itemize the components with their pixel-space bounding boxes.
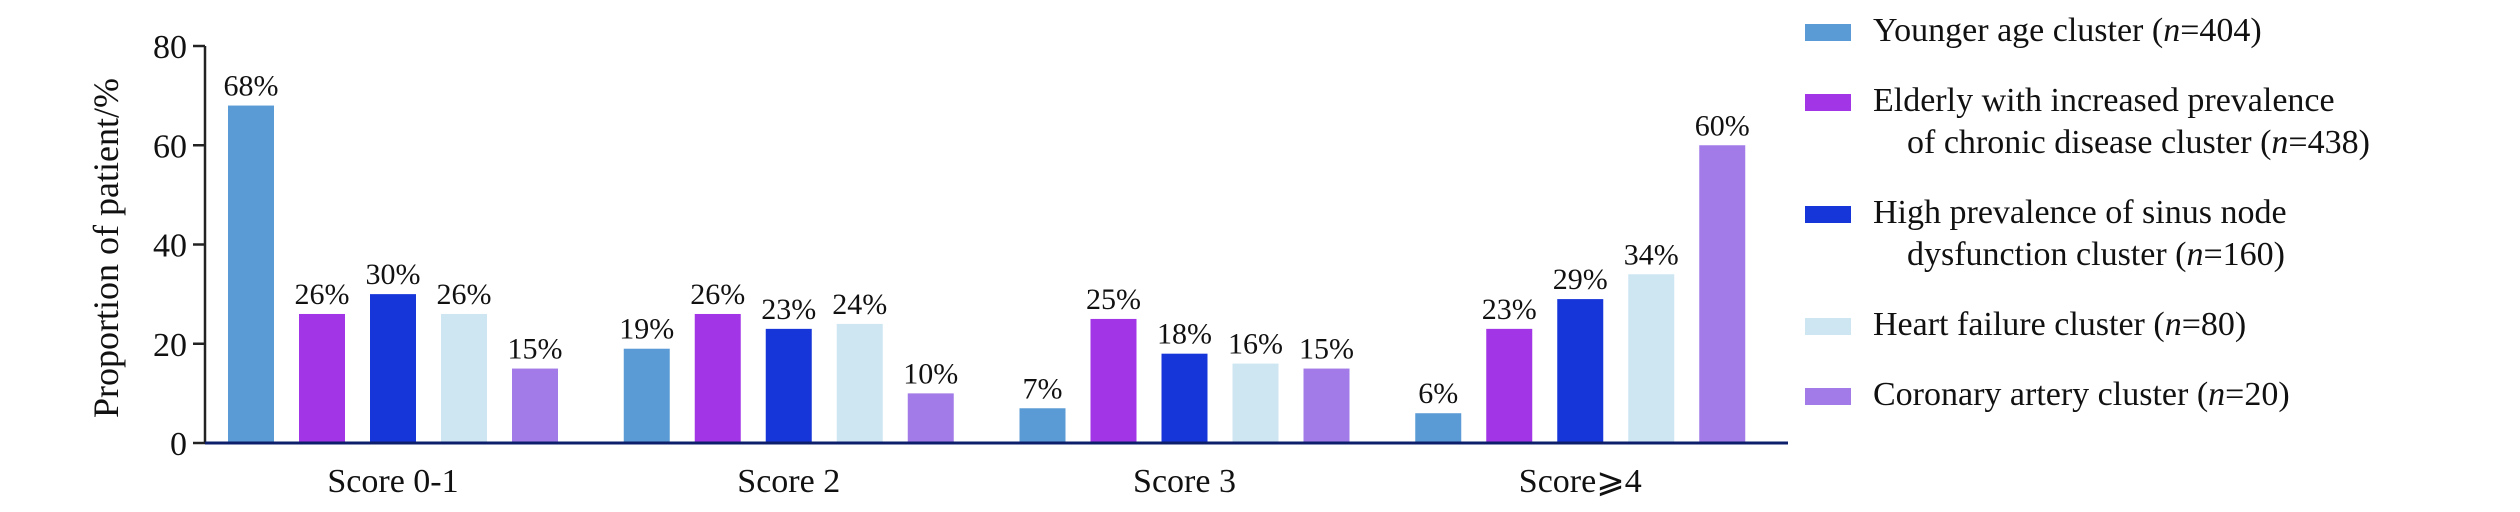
bar-value-label: 26%: [295, 278, 350, 311]
bar-value-label: 26%: [437, 278, 492, 311]
bar-value-label: 24%: [832, 288, 887, 321]
bar: [1699, 145, 1746, 443]
legend-swatch: [1805, 388, 1851, 405]
x-tick-label: Score⩾4: [1519, 463, 1642, 500]
bar-value-label: 10%: [903, 357, 958, 390]
bars: [228, 105, 1746, 444]
bar-value-label: 18%: [1157, 318, 1212, 351]
bar: [1019, 408, 1066, 443]
bar-value-label: 68%: [224, 70, 279, 103]
bar-value-label: 6%: [1418, 377, 1458, 410]
bar: [441, 313, 487, 443]
legend-label: Heart failure cluster (n=80): [1873, 306, 2247, 343]
bar: [1486, 328, 1533, 443]
x-tick-label: Score 2: [737, 463, 840, 500]
bar-value-label: 16%: [1228, 328, 1283, 361]
legend-swatch: [1805, 24, 1851, 41]
bar-value-label: 29%: [1553, 263, 1608, 296]
y-tick-label: 20: [153, 327, 187, 364]
bar: [228, 105, 274, 444]
bar-value-label: 26%: [690, 278, 745, 311]
bar-value-labels: 68% 26% 30% 26% 15% 19% 26% 23% 24% 10% 7% 25% 18% 16…: [224, 70, 1750, 411]
bar-value-label: 30%: [366, 258, 421, 291]
bar: [1161, 353, 1208, 443]
legend-label-continuation: dysfunction cluster (n=160): [1907, 236, 2285, 273]
y-axis-label: Proportion of patient/%: [86, 78, 126, 418]
legend-swatch: [1805, 206, 1851, 223]
y-tick-label: 40: [153, 228, 187, 265]
bar: [370, 294, 416, 443]
legend-item: High prevalence of sinus node dysfunction…: [1805, 192, 2515, 276]
legend-item: Heart failure cluster (n=80): [1805, 304, 2515, 346]
x-tick-label: Score 0-1: [327, 463, 458, 500]
bar-value-label: 15%: [508, 333, 563, 366]
legend: Younger age cluster (n=404) Elderly with …: [1805, 10, 2515, 444]
bar: [836, 323, 883, 443]
legend-swatch: [1805, 94, 1851, 111]
legend-label: High prevalence of sinus node: [1873, 194, 2287, 231]
x-tick-label: Score 3: [1133, 463, 1236, 500]
y-tick-label: 0: [170, 426, 187, 463]
bar: [299, 313, 345, 443]
bar: [907, 393, 954, 443]
legend-label: Coronary artery cluster (n=20): [1873, 376, 2290, 413]
bar: [1090, 318, 1137, 443]
bar-value-label: 25%: [1086, 283, 1141, 316]
bar-value-label: 7%: [1023, 372, 1063, 405]
legend-label-continuation: of chronic disease cluster (n=438): [1907, 124, 2370, 161]
bar: [1557, 299, 1604, 443]
legend-label: Elderly with increased prevalence: [1873, 82, 2335, 119]
y-tick-label: 80: [153, 29, 187, 66]
bar-value-label: 19%: [619, 313, 674, 346]
x-axis-labels: Score 0-1 Score 2 Score 3 Score⩾4: [327, 463, 1641, 500]
bar-chart: Proportion of patient/% 0 20 40 60 80 68% 26%…: [86, 29, 1788, 500]
legend-swatch: [1805, 318, 1851, 335]
legend-item: Younger age cluster (n=404): [1805, 10, 2515, 52]
bar-value-label: 34%: [1624, 238, 1679, 271]
bar: [694, 313, 741, 443]
bar: [512, 368, 558, 443]
bar: [1628, 274, 1675, 443]
y-tick-label: 60: [153, 128, 187, 165]
y-axis-ticks: 0 20 40 60 80: [153, 29, 205, 463]
bar: [1415, 413, 1462, 443]
legend-label: Younger age cluster (n=404): [1873, 12, 2262, 49]
bar: [765, 328, 812, 443]
bar: [1303, 368, 1350, 443]
bar-value-label: 15%: [1299, 333, 1354, 366]
legend-item: Coronary artery cluster (n=20): [1805, 374, 2515, 416]
bar-value-label: 23%: [1482, 293, 1537, 326]
bar: [623, 348, 670, 443]
bar-value-label: 60%: [1695, 109, 1750, 142]
bar: [1232, 363, 1279, 443]
legend-item: Elderly with increased prevalence of chro…: [1805, 80, 2515, 164]
bar-value-label: 23%: [761, 293, 816, 326]
